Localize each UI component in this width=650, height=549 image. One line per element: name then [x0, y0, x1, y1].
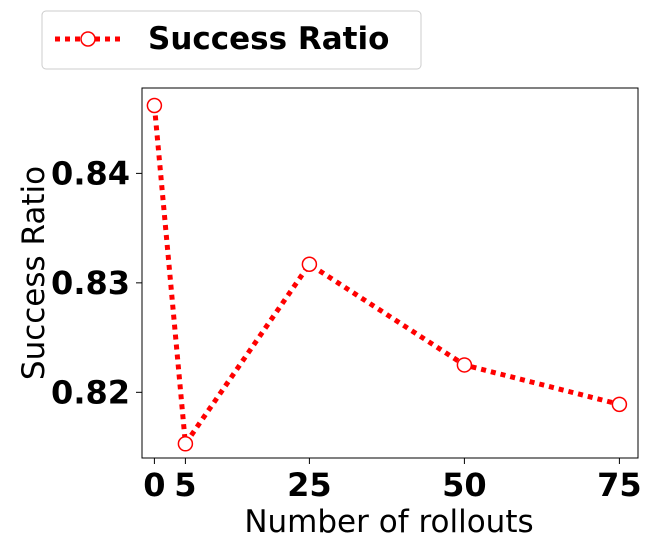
data-point	[301, 256, 318, 272]
y-axis-label: Success Ratio	[16, 166, 52, 380]
legend-marker-sample	[80, 31, 96, 47]
y-tick-label: 0.83	[51, 264, 130, 302]
x-tick-label: 75	[597, 466, 642, 504]
x-tick-label: 25	[287, 466, 332, 504]
legend-label: Success Ratio	[148, 21, 389, 57]
data-point	[456, 357, 473, 373]
legend-box	[41, 10, 422, 70]
data-point	[177, 436, 194, 452]
x-tick-label: 0	[143, 466, 165, 504]
series-line	[151, 105, 621, 451]
x-axis-label: Number of rollouts	[244, 504, 533, 540]
legend: Success Ratio	[41, 10, 422, 70]
y-tick-label: 0.84	[51, 154, 130, 192]
y-tick-label: 0.82	[51, 373, 130, 411]
plot-layer: 0.82 0.83 0.84 0 5 25 50 75	[51, 97, 642, 504]
x-tick-label: 5	[174, 466, 196, 504]
data-point	[611, 396, 628, 413]
x-tick-label: 50	[442, 466, 487, 504]
data-point	[146, 97, 163, 114]
plot-area	[141, 87, 639, 459]
